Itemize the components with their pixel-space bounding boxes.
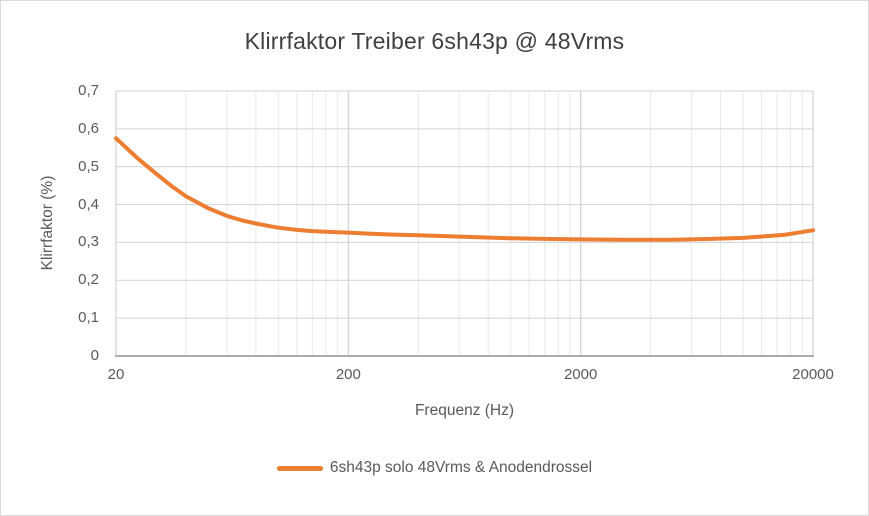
x-tick-label: 20	[107, 366, 125, 383]
chart-title: Klirrfaktor Treiber 6sh43p @ 48Vrms	[244, 28, 625, 54]
legend: 6sh43p solo 48Vrms & Anodendrossel	[1, 459, 868, 477]
y-tick-label: 0,3	[78, 233, 99, 251]
y-tick-label: 0,6	[78, 120, 99, 138]
series-line	[114, 136, 815, 242]
y-tick-label: 0,7	[78, 82, 99, 100]
y-tick-label: 0,4	[78, 195, 99, 213]
x-axis-title: Frequenz (Hz)	[414, 402, 515, 419]
y-tick-label: 0,2	[78, 271, 99, 289]
legend-series-label: 6sh43p solo 48Vrms & Anodendrossel	[329, 459, 593, 476]
x-tick-label: 200	[335, 366, 361, 383]
y-tick-label: 0,1	[78, 309, 99, 327]
legend-line-swatch	[276, 465, 323, 471]
y-tick-label: 0	[90, 347, 99, 365]
gridlines-major	[115, 91, 814, 356]
y-tick-label: 0,5	[78, 157, 99, 175]
y-axis-ticks: 0,7 0,6 0,5 0,4 0,3 0,2 0,1 0	[1, 1, 99, 515]
x-tick-label: 20000	[792, 366, 834, 383]
x-tick-label: 2000	[563, 366, 598, 383]
y-axis-title: Klirrfaktor (%)	[39, 175, 56, 271]
